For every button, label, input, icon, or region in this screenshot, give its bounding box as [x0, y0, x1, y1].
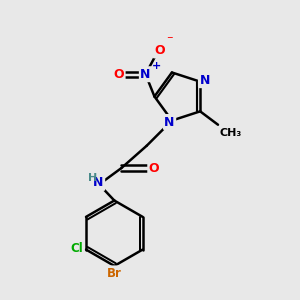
Text: H: H	[88, 173, 97, 183]
Text: N: N	[140, 68, 151, 81]
Text: Br: Br	[107, 267, 122, 280]
Text: Cl: Cl	[70, 242, 83, 255]
Text: CH₃: CH₃	[220, 128, 242, 138]
Text: N: N	[164, 116, 175, 128]
Text: +: +	[152, 61, 161, 71]
Text: O: O	[149, 162, 159, 175]
Text: O: O	[154, 44, 165, 57]
Text: N: N	[93, 176, 104, 189]
Text: N: N	[200, 74, 210, 87]
Text: O: O	[113, 68, 124, 81]
Text: ⁻: ⁻	[166, 34, 173, 46]
